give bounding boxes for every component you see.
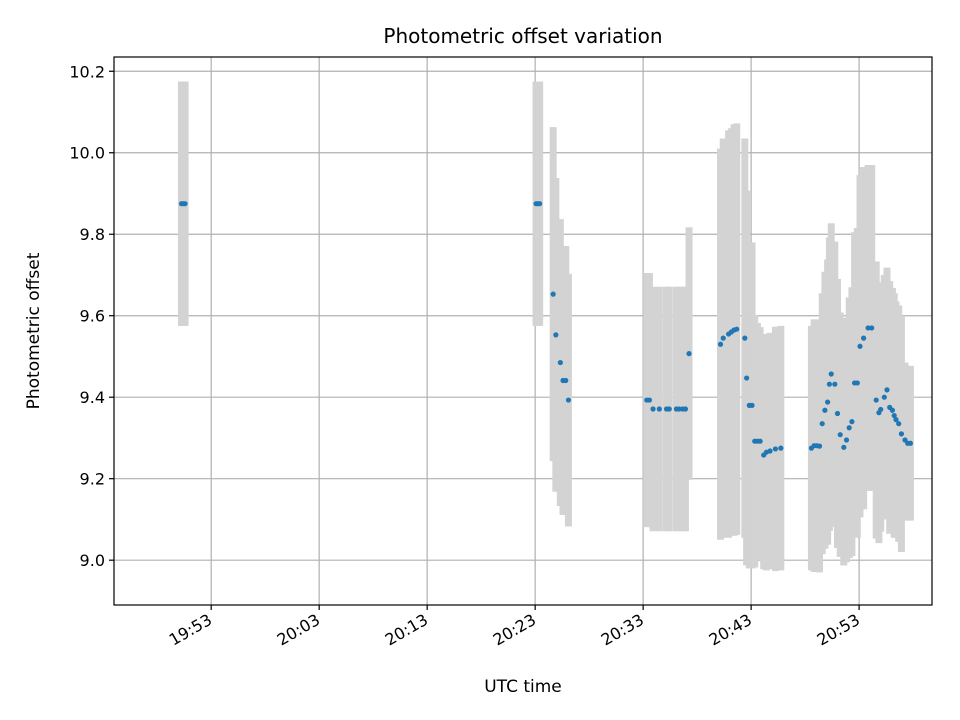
- y-tick-label: 10.0: [69, 144, 105, 163]
- x-tick-label: 20:43: [706, 610, 755, 650]
- data-point: [650, 406, 656, 412]
- data-point: [816, 443, 823, 449]
- data-point: [686, 351, 692, 357]
- data-point: [865, 325, 871, 331]
- data-point: [849, 419, 855, 425]
- data-point: [825, 399, 831, 405]
- data-point: [857, 343, 863, 349]
- data-point: [843, 437, 850, 443]
- data-point: [742, 335, 748, 341]
- data-point: [841, 444, 847, 450]
- data-point: [873, 397, 879, 403]
- data-point: [550, 291, 556, 297]
- data-point: [182, 201, 188, 207]
- data-point: [854, 380, 860, 386]
- x-axis-label: UTC time: [484, 677, 562, 697]
- data-point: [778, 445, 784, 451]
- data-point: [734, 326, 740, 332]
- y-tick-label: 9.2: [80, 470, 105, 489]
- y-tick-label: 9.4: [80, 388, 105, 407]
- data-point: [834, 410, 841, 417]
- data-point: [772, 446, 779, 452]
- data-point: [553, 332, 559, 338]
- x-tick-label: 20:53: [814, 610, 863, 650]
- y-tick-label: 10.2: [69, 62, 105, 81]
- data-point: [893, 417, 899, 423]
- data-point: [666, 406, 672, 412]
- data-point: [832, 381, 838, 387]
- data-point: [898, 431, 905, 437]
- data-point: [869, 325, 875, 331]
- plot-background: [114, 57, 932, 605]
- data-point: [822, 407, 828, 413]
- x-tick-label: 19:53: [166, 610, 215, 650]
- data-point: [656, 406, 662, 412]
- data-point: [837, 432, 843, 438]
- data-point: [767, 448, 773, 454]
- x-tick-label: 20:13: [382, 610, 431, 650]
- chart-title: Photometric offset variation: [383, 24, 662, 48]
- data-point: [828, 371, 834, 377]
- x-axis-ticks: 19:53 20:03 20:13 20:23 20:33 20:43 20:53: [166, 605, 863, 650]
- data-point: [881, 394, 887, 400]
- data-point: [563, 377, 569, 384]
- x-tick-label: 20:33: [598, 610, 647, 650]
- x-tick-label: 20:23: [490, 610, 539, 650]
- gridlines: [114, 57, 932, 605]
- data-point: [717, 341, 724, 347]
- y-tick-label: 9.0: [80, 551, 105, 570]
- data-point: [891, 412, 897, 419]
- data-point: [878, 406, 884, 413]
- data-point: [682, 406, 689, 412]
- data-point: [889, 407, 896, 413]
- data-point: [537, 201, 543, 207]
- data-point: [557, 359, 563, 366]
- y-axis-ticks: 9.0 9.2 9.4 9.6 9.8 10.0 10.2: [69, 62, 114, 570]
- y-tick-label: 9.6: [80, 307, 105, 326]
- data-point: [861, 335, 867, 341]
- y-axis-label: Photometric offset: [24, 252, 44, 409]
- data-point: [676, 406, 682, 412]
- data-point: [846, 425, 852, 431]
- data-point: [884, 387, 890, 393]
- data-point: [749, 402, 755, 408]
- data-point: [646, 397, 653, 403]
- data-point: [757, 438, 763, 444]
- data-point: [826, 381, 833, 387]
- data-point: [819, 421, 825, 427]
- y-tick-label: 9.8: [80, 225, 105, 244]
- plot-frame: [113, 56, 933, 606]
- data-point: [744, 375, 750, 381]
- data-point: [896, 421, 902, 427]
- data-point: [907, 440, 914, 446]
- x-tick-label: 20:03: [274, 610, 323, 650]
- data-points: [178, 201, 914, 458]
- data-point: [565, 397, 572, 403]
- data-point: [720, 335, 726, 341]
